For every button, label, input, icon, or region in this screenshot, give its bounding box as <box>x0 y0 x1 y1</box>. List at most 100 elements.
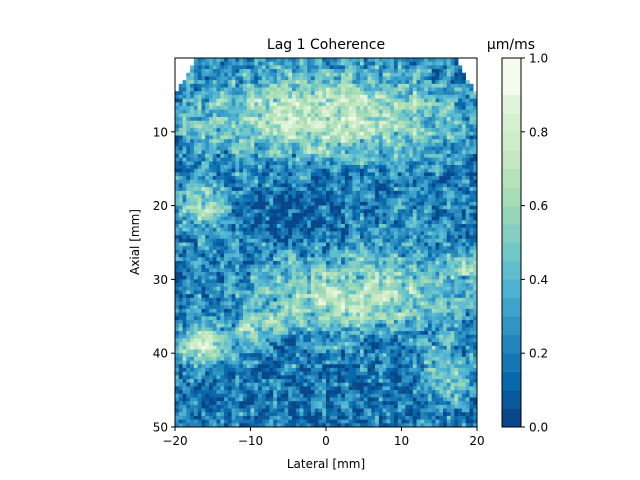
heatmap-cell <box>409 128 414 133</box>
heatmap-cell <box>310 194 315 199</box>
heatmap-cell <box>205 98 210 103</box>
heatmap-cell <box>216 69 221 74</box>
heatmap-cell <box>197 76 202 81</box>
heatmap-cell <box>273 205 278 210</box>
heatmap-cell <box>322 146 327 151</box>
heatmap-cell <box>356 260 361 265</box>
heatmap-cell <box>193 279 198 284</box>
heatmap-cell <box>382 135 387 140</box>
heatmap-cell <box>303 113 308 118</box>
heatmap-cell <box>412 176 417 181</box>
heatmap-cell <box>205 76 210 81</box>
heatmap-cell <box>250 264 255 269</box>
heatmap-cell <box>367 120 372 125</box>
heatmap-cell <box>469 176 474 181</box>
heatmap-cell <box>458 190 463 195</box>
heatmap-cell <box>333 264 338 269</box>
heatmap-cell <box>416 176 421 181</box>
heatmap-cell <box>359 260 365 265</box>
heatmap-cell <box>458 131 463 136</box>
heatmap-cell <box>261 224 266 229</box>
heatmap-cell <box>375 238 380 243</box>
heatmap-cell <box>359 157 365 162</box>
heatmap-cell <box>269 268 274 273</box>
heatmap-cell <box>465 272 470 277</box>
heatmap-cell <box>427 242 432 247</box>
heatmap-cell <box>193 87 198 92</box>
heatmap-cell <box>465 80 470 85</box>
heatmap-cell <box>276 120 282 125</box>
heatmap-cell <box>443 220 448 225</box>
heatmap-cell <box>310 113 315 118</box>
heatmap-cell <box>182 117 187 122</box>
heatmap-cell <box>416 165 421 169</box>
heatmap-cell <box>193 165 198 169</box>
heatmap-cell <box>416 272 421 277</box>
heatmap-cell <box>182 109 187 114</box>
heatmap-cell <box>409 91 414 96</box>
heatmap-cell <box>295 146 300 151</box>
heatmap-cell <box>307 65 312 70</box>
heatmap-cell <box>401 161 406 166</box>
heatmap-cell <box>450 83 455 88</box>
heatmap-cell <box>208 238 214 243</box>
heatmap-cell <box>201 275 206 280</box>
heatmap-cell <box>310 279 315 284</box>
heatmap-cell <box>356 58 361 62</box>
heatmap-cell <box>208 279 214 284</box>
heatmap-cell <box>201 246 206 251</box>
heatmap-cell <box>318 58 323 62</box>
heatmap-cell <box>416 69 421 74</box>
heatmap-cell <box>190 264 195 269</box>
heatmap-cell <box>337 246 342 251</box>
heatmap-cell <box>227 172 232 177</box>
heatmap-cell <box>431 283 436 288</box>
heatmap-cell <box>458 150 463 155</box>
heatmap-cell <box>310 142 315 147</box>
heatmap-cell <box>182 94 187 99</box>
heatmap-cell <box>292 165 297 169</box>
heatmap-cell <box>307 187 312 192</box>
heatmap-cell <box>175 220 180 225</box>
heatmap-cell <box>314 165 319 169</box>
heatmap-cell <box>378 249 383 254</box>
heatmap-cell <box>412 139 417 144</box>
heatmap-cell <box>416 91 421 96</box>
heatmap-cell <box>359 275 365 280</box>
heatmap-cell <box>367 69 372 74</box>
heatmap-cell <box>220 246 225 251</box>
heatmap-cell <box>224 257 229 262</box>
heatmap-cell <box>235 224 240 229</box>
heatmap-cell <box>288 94 293 99</box>
heatmap-cell <box>465 94 470 99</box>
heatmap-cell <box>227 120 232 125</box>
heatmap-cell <box>409 168 414 173</box>
heatmap-cell <box>439 153 444 158</box>
heatmap-cell <box>186 176 191 181</box>
heatmap-cell <box>280 212 285 217</box>
heatmap-cell <box>227 87 232 92</box>
heatmap-cell <box>288 109 293 114</box>
heatmap-cell <box>431 124 436 129</box>
heatmap-cell <box>265 69 270 74</box>
heatmap-cell <box>378 246 383 251</box>
heatmap-cell <box>212 176 217 181</box>
heatmap-cell <box>435 190 440 195</box>
heatmap-cell <box>295 198 300 203</box>
heatmap-cell <box>227 165 232 169</box>
heatmap-cell <box>205 279 210 284</box>
heatmap-cell <box>239 168 244 173</box>
heatmap-cell <box>473 105 477 110</box>
heatmap-cell <box>329 179 334 184</box>
heatmap-cell <box>443 235 448 240</box>
heatmap-cell <box>288 224 293 229</box>
heatmap-cell <box>337 153 342 158</box>
heatmap-cell <box>212 139 217 144</box>
heatmap-cell <box>333 242 338 247</box>
heatmap-cell <box>401 91 406 96</box>
heatmap-cell <box>401 120 406 125</box>
heatmap-cell <box>416 238 421 243</box>
heatmap-cell <box>231 150 236 155</box>
heatmap-cell <box>393 253 399 258</box>
heatmap-cell <box>284 146 289 151</box>
